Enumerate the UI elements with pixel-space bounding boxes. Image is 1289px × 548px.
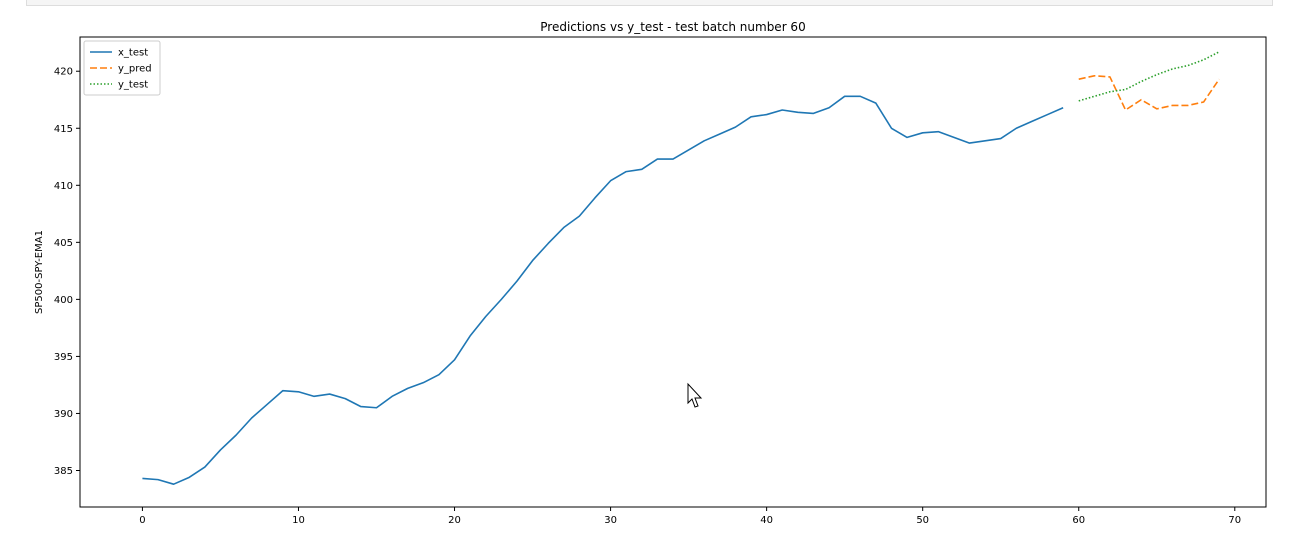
series-line-y-pred	[1078, 74, 1220, 111]
legend: x_test y_pred y_test	[83, 40, 161, 96]
y-tick-label: 420	[54, 67, 73, 78]
chart-title: Predictions vs y_test - test batch numbe…	[540, 20, 805, 34]
x-tick-label: 50	[916, 515, 929, 526]
series-line-x-test	[142, 95, 1064, 485]
x-tick-label: 40	[760, 515, 773, 526]
x-tick-label: 20	[448, 515, 461, 526]
y-tick-label: 390	[54, 409, 73, 420]
y-tick-label: 405	[54, 238, 73, 249]
y-tick-label: 410	[54, 181, 73, 192]
series-line-y-test	[1078, 51, 1220, 102]
x-tick-label: 70	[1228, 515, 1241, 526]
y-tick-label: 400	[54, 295, 73, 306]
mouse-cursor-icon	[687, 382, 703, 408]
legend-box	[83, 40, 161, 96]
plot-area-frame	[79, 36, 1267, 508]
legend-label: x_test	[118, 48, 148, 59]
x-tick-label: 60	[1072, 515, 1085, 526]
legend-label: y_pred	[118, 64, 152, 75]
y-tick-label: 415	[54, 124, 73, 135]
y-tick-label: 395	[54, 352, 73, 363]
x-tick-label: 10	[292, 515, 305, 526]
x-tick-label: 0	[139, 515, 145, 526]
previous-output-cell-edge	[26, 0, 1273, 6]
x-tick-label: 30	[604, 515, 617, 526]
legend-label: y_test	[118, 80, 148, 91]
y-tick-label: 385	[54, 466, 73, 477]
y-axis-label: SP500-SPY-EMA1	[34, 230, 45, 314]
